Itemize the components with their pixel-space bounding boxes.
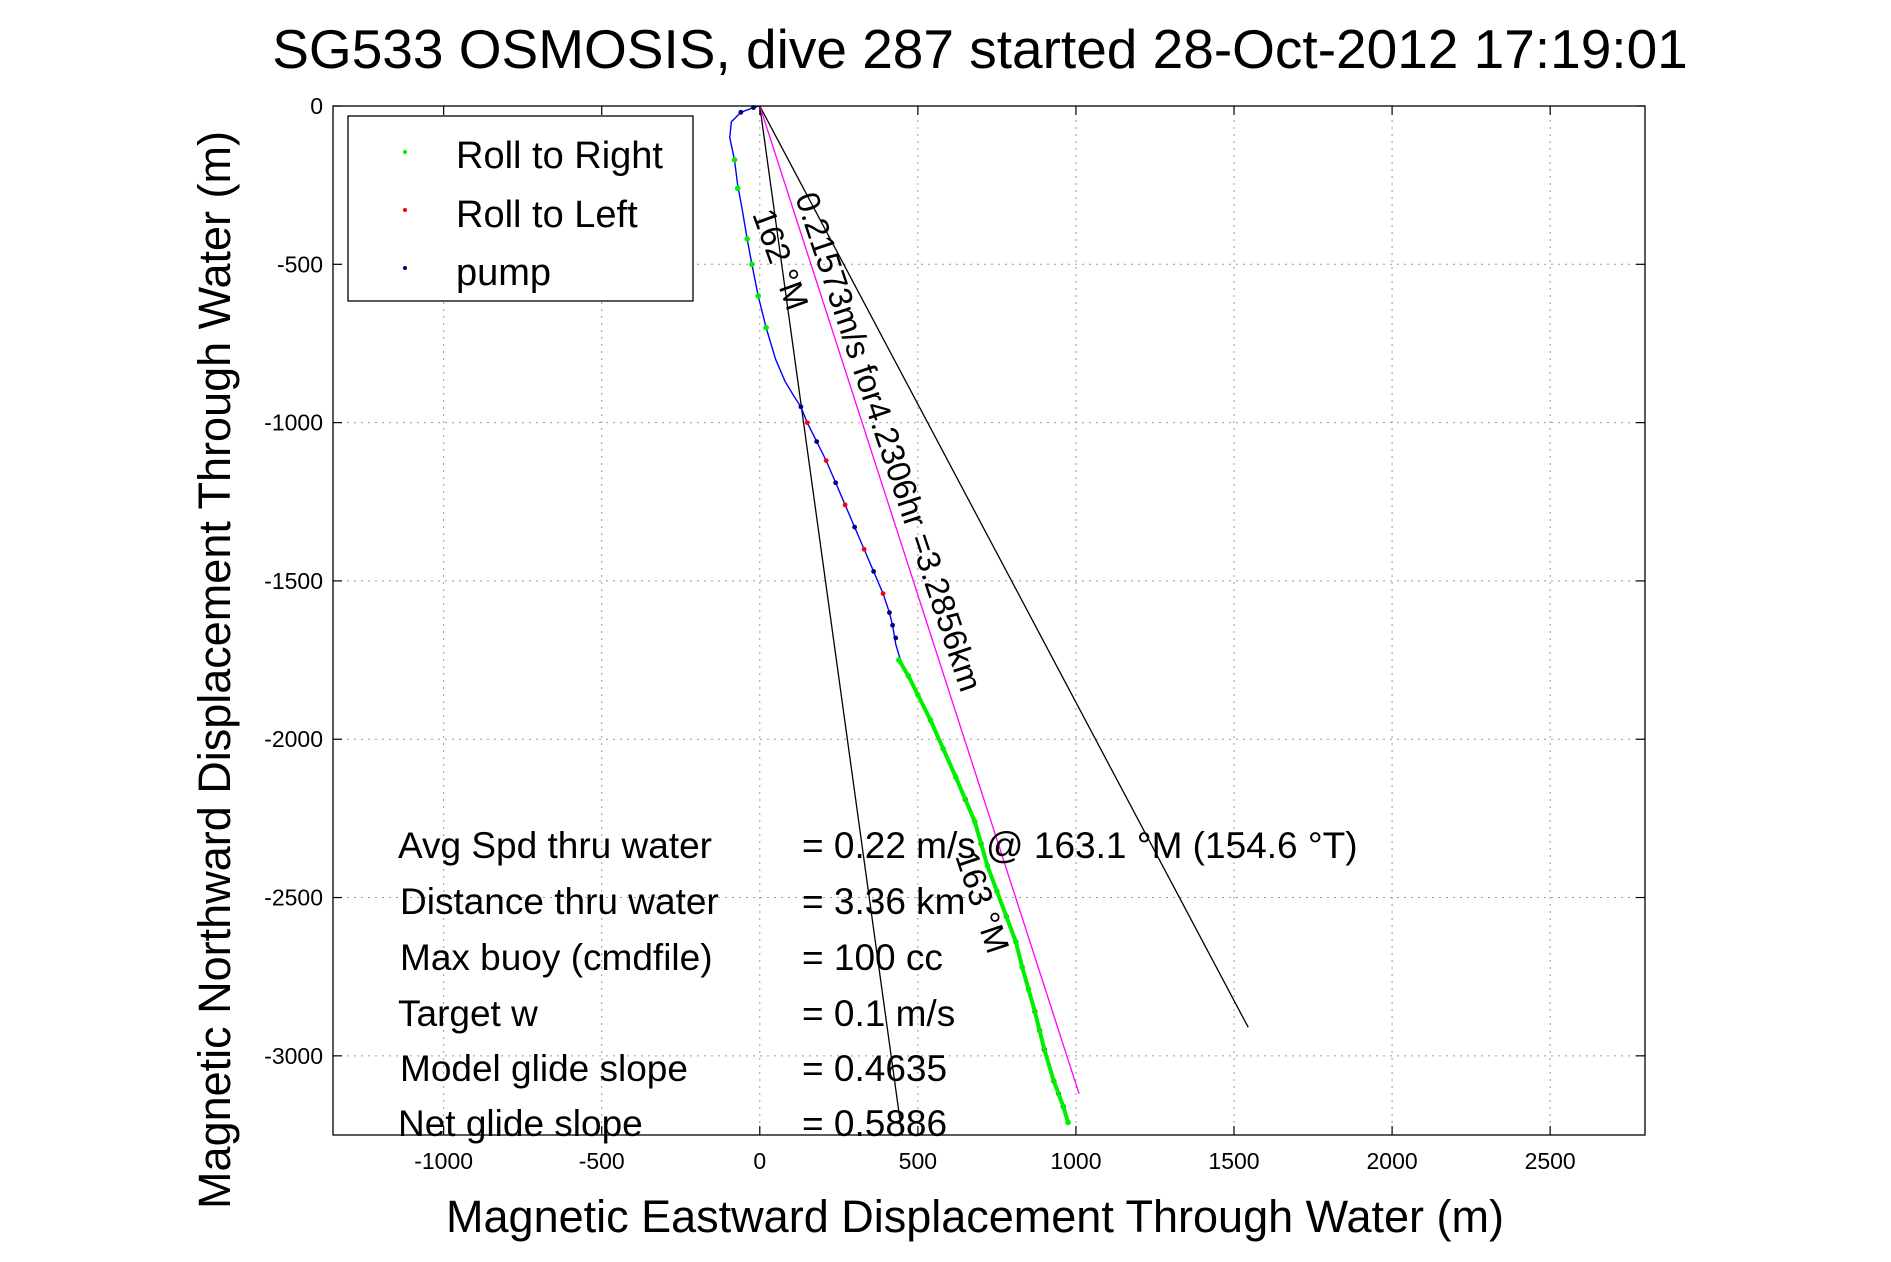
y-tick-label: 0 <box>310 93 323 119</box>
y-tick-label: -500 <box>277 251 323 277</box>
axis-ticks: -1000 -500 0 500 1000 1500 2000 2500 0 -500 -1000 -… <box>264 93 1645 1174</box>
marker-pump <box>871 569 877 574</box>
stat-value-distance: = 3.36 km <box>802 881 966 922</box>
x-tick-label: 2000 <box>1366 1148 1417 1174</box>
y-tick-label: -1000 <box>264 410 323 436</box>
x-axis-label: Magnetic Eastward Displacement Through W… <box>446 1191 1504 1242</box>
legend-marker-roll-left <box>403 208 407 212</box>
marker-layer <box>731 105 1071 1126</box>
stat-label-model-glide: Model glide slope <box>400 1048 688 1089</box>
marker-pump <box>893 635 899 641</box>
stats-block: Avg Spd thru water = 0.22 m/s @ 163.1 °M… <box>398 825 1358 1144</box>
marker-pump <box>814 439 820 445</box>
marker-roll-to-left <box>804 420 810 426</box>
marker-roll-to-right <box>755 293 762 299</box>
y-tick-label: -2500 <box>264 885 323 911</box>
marker-pump <box>833 480 839 486</box>
y-tick-label: -2000 <box>264 726 323 752</box>
legend-label-roll-right: Roll to Right <box>456 135 663 177</box>
heading-line-162 <box>759 105 903 1136</box>
marker-pump <box>890 622 895 628</box>
legend-marker-roll-right <box>403 150 407 154</box>
stat-value-target-w: = 0.1 m/s <box>802 993 955 1034</box>
x-tick-label: 1000 <box>1050 1148 1101 1174</box>
stat-value-max-buoy: = 100 cc <box>802 937 943 978</box>
marker-roll-to-left <box>880 591 886 596</box>
marker-pump <box>798 404 804 410</box>
marker-roll-to-left <box>842 502 848 508</box>
stat-label-avg-speed: Avg Spd thru water <box>398 825 712 866</box>
stat-value-model-glide: = 0.4635 <box>802 1048 947 1089</box>
chart-title: SG533 OSMOSIS, dive 287 started 28-Oct-2… <box>272 18 1688 80</box>
marker-roll-to-right <box>763 324 769 331</box>
stat-label-net-glide: Net glide slope <box>398 1103 643 1144</box>
marker-roll-to-right <box>744 236 750 242</box>
marker-roll-to-right <box>731 157 738 163</box>
marker-pump <box>738 109 744 115</box>
x-tick-label: 500 <box>899 1148 937 1174</box>
x-tick-label: 1500 <box>1208 1148 1259 1174</box>
y-axis-label: Magnetic Northward Displacement Through … <box>189 131 240 1209</box>
plot-frame <box>332 105 1646 1136</box>
legend-label-pump: pump <box>456 252 551 294</box>
x-tick-label: 0 <box>753 1148 766 1174</box>
legend: Roll to Right Roll to Left pump <box>347 115 694 302</box>
marker-pump <box>887 610 892 615</box>
heading-line-outer <box>759 105 1249 1028</box>
stat-value-avg-speed: = 0.22 m/s @ 163.1 °M (154.6 °T) <box>802 825 1358 866</box>
marker-roll-to-left <box>823 458 829 464</box>
marker-roll-to-right <box>734 185 741 192</box>
stat-label-target-w: Target w <box>398 993 538 1034</box>
roll-right-dense-run <box>897 659 1070 1123</box>
reference-lines <box>759 105 1249 1136</box>
x-tick-label: -1000 <box>414 1148 473 1174</box>
marker-pump <box>852 524 858 530</box>
stat-value-net-glide: = 0.5886 <box>802 1103 947 1144</box>
legend-marker-pump <box>403 266 407 270</box>
legend-label-roll-left: Roll to Left <box>456 194 638 236</box>
stat-label-max-buoy: Max buoy (cmdfile) <box>400 937 713 978</box>
y-tick-label: -1500 <box>264 568 323 594</box>
marker-roll-to-left <box>861 546 867 552</box>
heading-line-163 <box>759 105 1080 1095</box>
x-tick-label: 2500 <box>1525 1148 1576 1174</box>
x-tick-label: -500 <box>579 1148 625 1174</box>
y-tick-label: -3000 <box>264 1043 323 1069</box>
stat-label-distance: Distance thru water <box>400 881 719 922</box>
marker-roll-to-right <box>749 261 755 268</box>
